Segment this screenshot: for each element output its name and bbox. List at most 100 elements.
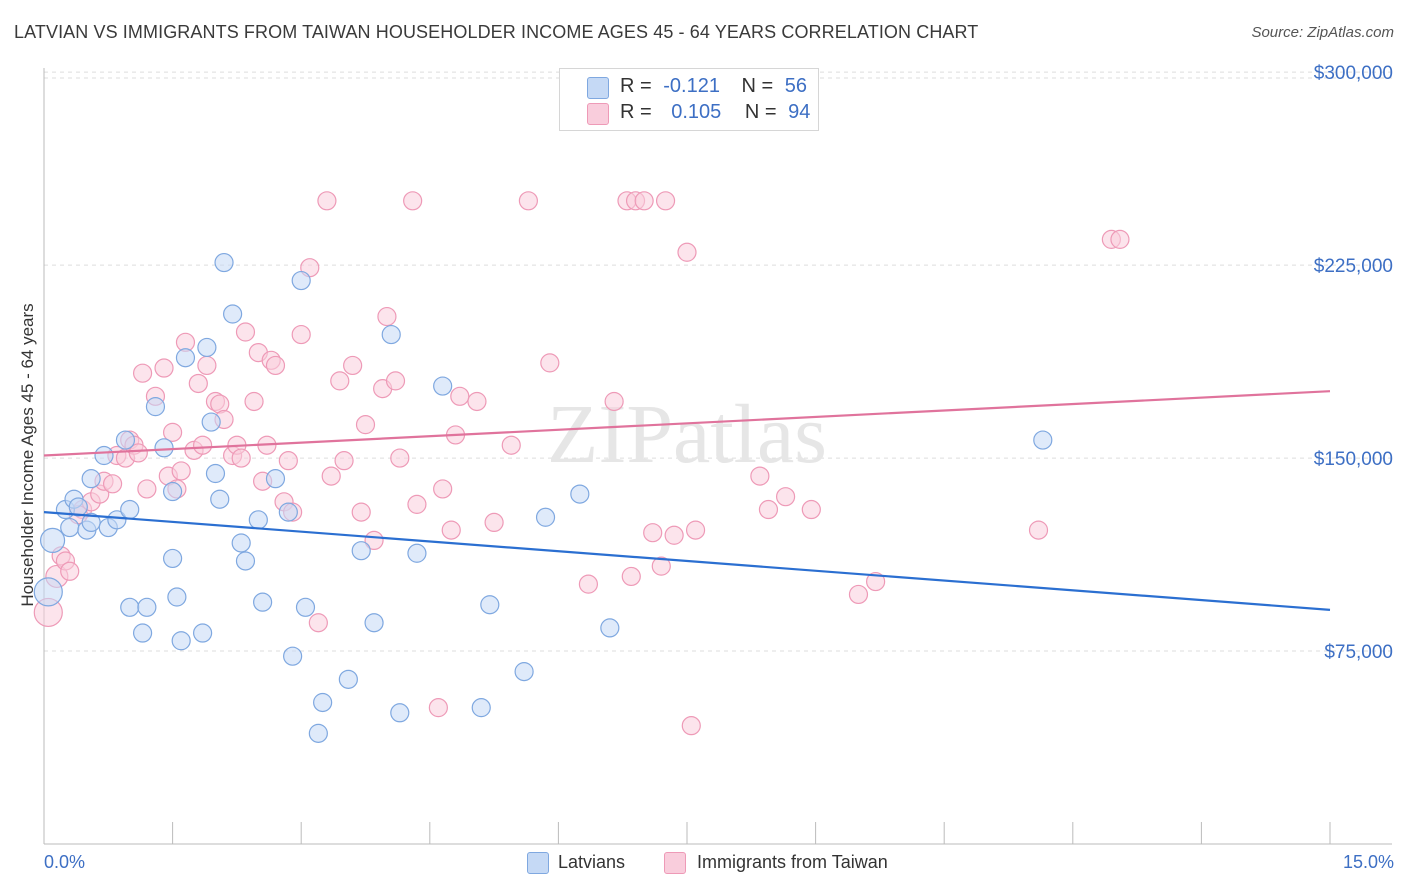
taiwan-point [343,355,363,376]
taiwan-point [758,499,779,520]
legend-r-value: 0.105 [671,101,722,123]
y-tick-label: $150,000 [1314,449,1393,470]
x-tick-label-min: 0.0% [44,852,86,872]
latvian-point [171,631,191,651]
taiwan-point [188,373,208,394]
bottom-legend-label: Immigrants from Taiwan [697,852,888,872]
latvian-point [407,543,427,563]
y-tick-label: $300,000 [1314,63,1393,84]
taiwan-point [197,355,217,376]
latvian-point [570,484,590,504]
latvian-point [283,646,303,666]
chart-title: LATVIAN VS IMMIGRANTS FROM TAIWAN HOUSEH… [14,22,979,42]
taiwan-point [775,487,796,507]
latvian-point [235,551,256,571]
latvian-point [313,692,333,713]
taiwan-point [244,391,264,412]
latvian-point [600,618,620,638]
latvian-point [94,445,114,466]
taiwan-point [171,461,191,481]
taiwan-point [750,466,770,486]
taiwan-point [102,474,123,494]
taiwan-point [235,322,256,342]
legend-n-value: 94 [788,101,811,123]
taiwan-point [403,191,423,211]
legend-r-label: R = [620,101,652,123]
taiwan-point [355,415,376,435]
latvian-point [291,270,311,291]
latvian-point [338,669,358,689]
latvian-point [68,497,88,517]
legend-r-label: R = [620,75,652,97]
latvians-trend-line [43,511,1331,611]
taiwan-point [308,613,328,633]
latvian-point [364,613,384,633]
latvian-point [514,662,534,682]
trend-lines [43,390,1331,611]
taiwan-point [137,479,157,499]
latvians-swatch [587,77,609,99]
axes [43,68,1392,845]
latvian-point [154,438,174,458]
legend-r-value: -0.121 [663,75,720,97]
taiwan-point [433,479,453,499]
taiwan-point [501,435,521,455]
taiwan-point [518,191,538,211]
latvian-point [480,595,500,615]
latvian-point [197,337,217,358]
taiwan-swatch [587,103,609,125]
latvian-point [1033,430,1053,450]
taiwan-point [154,358,174,378]
correlation-legend: R = -0.121 N = 56 R = 0.105 N = 94 [559,68,819,131]
taiwan-point [330,371,350,391]
latvian-point [248,510,268,530]
taiwan-point [651,556,671,576]
latvian-point [193,623,213,643]
taiwan-point [351,502,371,522]
bottom-legend-taiwan: Immigrants from Taiwan [664,852,888,874]
latvian-point [265,469,286,489]
legend-n-value: 56 [784,75,808,97]
latvian-point [295,597,316,617]
taiwan-point [428,698,448,718]
latvian-point [201,412,221,432]
latvian-point [278,502,298,522]
taiwan-point [1110,229,1130,249]
taiwan-point [60,561,80,581]
watermark-zipatlas: ZIPatlas [547,388,827,481]
taiwan-point [132,363,153,383]
y-tick-label: $225,000 [1314,256,1393,277]
latvian-point [81,512,101,533]
taiwan-point [193,435,213,455]
latvian-point [167,587,187,607]
taiwan-point [377,306,397,327]
latvian-point [471,698,491,718]
taiwan-point [291,324,311,345]
latvian-point [132,623,153,643]
latvian-point [137,597,157,617]
taiwan-point [390,448,410,468]
taiwan-point [128,443,148,463]
taiwan-point [801,499,821,520]
source-credit: Source: ZipAtlas.com [1251,24,1394,41]
latvian-point [115,430,136,450]
taiwan-point [334,451,354,471]
taiwan-point [643,523,663,543]
taiwan-point [467,391,487,412]
latvian-point [253,592,273,612]
latvians-swatch [527,852,549,874]
taiwan-point [655,191,676,211]
taiwan-point [231,448,251,468]
taiwan-point [604,391,624,412]
latvian-point [351,541,371,561]
taiwan-point [450,386,470,406]
taiwan-point [685,520,706,540]
latvian-point [223,304,243,324]
taiwan-point [634,191,654,211]
taiwan-point [540,353,560,373]
taiwan-point [317,191,337,211]
latvian-point [163,481,183,502]
latvian-point [163,548,183,569]
taiwan-point [278,451,298,471]
